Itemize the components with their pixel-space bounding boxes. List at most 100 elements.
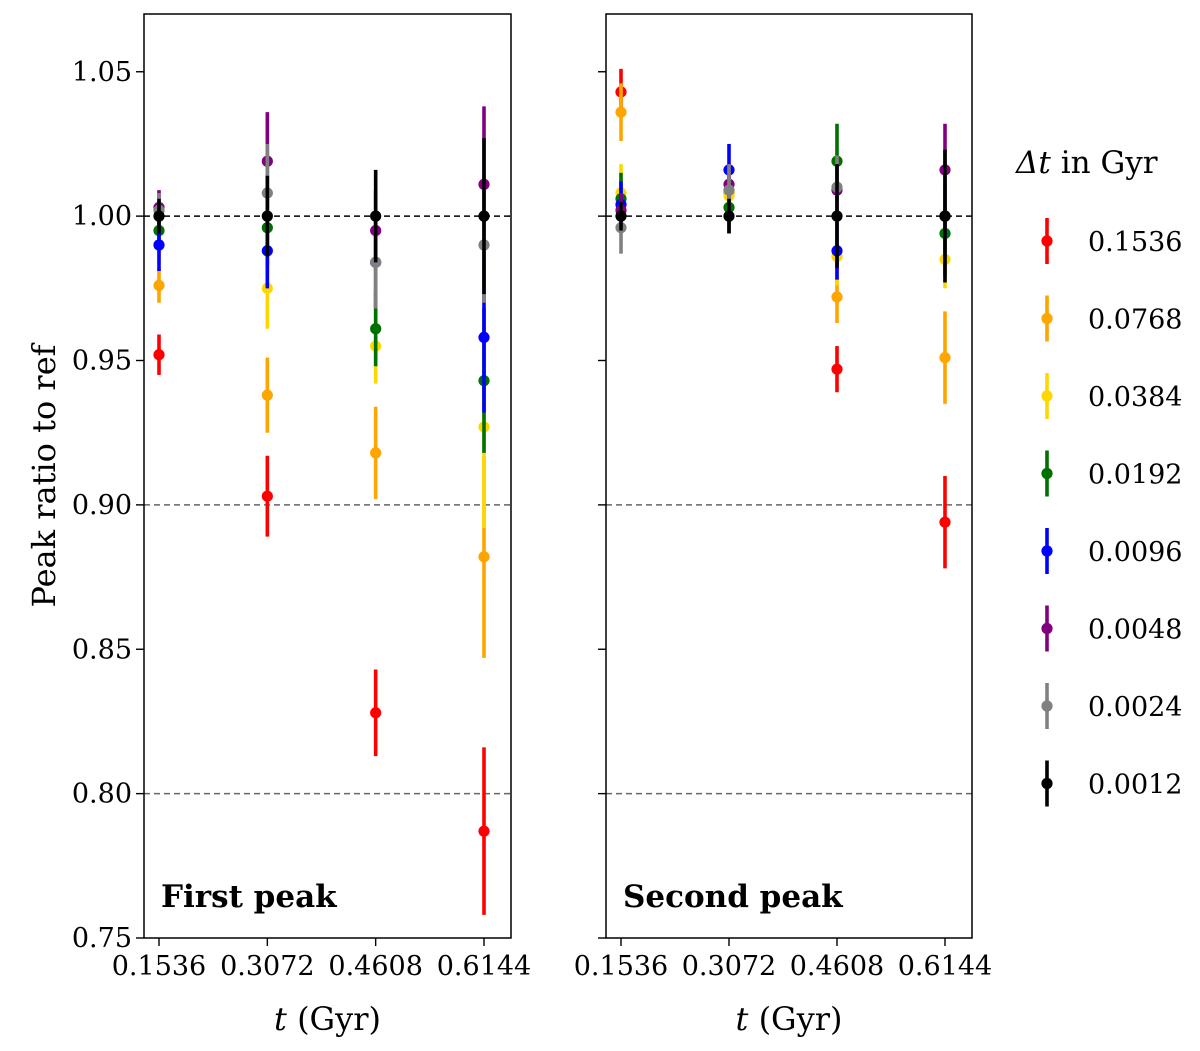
legend: Δt in Gyr 0.1536 0.0768 0.0384 0.0192 0.0096… bbox=[1015, 145, 1182, 807]
x-axis-label: t (Gyr) bbox=[274, 1000, 381, 1038]
legend-marker bbox=[1041, 235, 1053, 247]
legend-marker bbox=[1041, 622, 1053, 635]
legend-label: 0.0384 bbox=[1088, 382, 1182, 413]
y-tick-label: 1.05 bbox=[72, 57, 132, 88]
series-0.0192 bbox=[153, 190, 490, 453]
x-tick-label: 0.3072 bbox=[682, 951, 776, 982]
series-0.0024 bbox=[153, 143, 490, 309]
series-0.0048 bbox=[615, 123, 951, 228]
y-axis-label: Peak ratio to ref bbox=[25, 342, 63, 607]
series-0.0048 bbox=[153, 106, 490, 271]
data-point bbox=[478, 551, 490, 563]
data-point bbox=[261, 490, 273, 502]
series-0.0024 bbox=[615, 155, 951, 274]
y-tick-label: 0.85 bbox=[72, 634, 132, 665]
x-tick-label: 0.1536 bbox=[574, 951, 668, 982]
data-point bbox=[939, 516, 951, 528]
y-tick-label: 0.95 bbox=[72, 346, 132, 377]
legend-label: 0.1536 bbox=[1088, 227, 1182, 258]
legend-marker bbox=[1041, 700, 1053, 712]
data-point bbox=[615, 106, 627, 118]
panel-title: First peak bbox=[161, 879, 338, 915]
y-tick-label: 1.00 bbox=[72, 201, 132, 232]
legend-title-symbol: Δt bbox=[1015, 145, 1051, 181]
panel-1: 0.75 0.80 0.85 0.90 0.95 1.00 1.05 0.1536 0.3072… bbox=[72, 13, 531, 1038]
data-point bbox=[153, 210, 165, 222]
x-axis-label-unit: (Gyr) bbox=[287, 1000, 381, 1038]
series-0.1536 bbox=[615, 68, 951, 569]
legend-title: Δt in Gyr bbox=[1015, 145, 1158, 181]
panel-2: 0.1536 0.3072 0.4608 0.6144 t (Gyr) Second pe… bbox=[574, 13, 992, 1038]
x-axis-label-var: t bbox=[274, 1000, 287, 1038]
series-0.0384 bbox=[615, 164, 951, 289]
series-0.0192 bbox=[615, 123, 951, 277]
legend-items: 0.1536 0.0768 0.0384 0.0192 0.0096 0.0048 0.00… bbox=[1041, 218, 1182, 807]
series-0.1536 bbox=[153, 334, 490, 915]
legend-label: 0.0048 bbox=[1088, 615, 1182, 646]
legend-item-0.0096: 0.0096 bbox=[1041, 528, 1182, 574]
data-point bbox=[153, 349, 165, 361]
legend-label: 0.0024 bbox=[1088, 692, 1182, 723]
x-axis-label: t (Gyr) bbox=[736, 1000, 843, 1038]
series-0.0768 bbox=[153, 268, 490, 658]
data-point bbox=[831, 291, 843, 303]
data-point bbox=[370, 447, 382, 459]
data-point bbox=[261, 210, 273, 222]
x-axis-label-var: t bbox=[736, 1000, 749, 1038]
x-tick-label: 0.1536 bbox=[112, 951, 206, 982]
data-point bbox=[831, 363, 843, 375]
data-point bbox=[370, 707, 382, 719]
legend-label: 0.0012 bbox=[1088, 770, 1182, 801]
y-tick-label: 0.90 bbox=[72, 490, 132, 521]
series-0.0012 bbox=[615, 149, 951, 283]
legend-item-0.0012: 0.0012 bbox=[1041, 760, 1182, 807]
data-point bbox=[153, 239, 165, 251]
data-point bbox=[478, 331, 490, 343]
legend-marker bbox=[1041, 390, 1053, 402]
data-point bbox=[478, 825, 490, 837]
data-point bbox=[939, 210, 951, 222]
legend-marker bbox=[1041, 545, 1053, 557]
x-tick-label: 0.4608 bbox=[328, 951, 422, 982]
legend-item-0.0768: 0.0768 bbox=[1041, 295, 1182, 342]
data-point bbox=[261, 389, 273, 401]
data-point bbox=[370, 210, 382, 222]
legend-item-0.0024: 0.0024 bbox=[1041, 683, 1182, 729]
data-point bbox=[831, 210, 843, 222]
legend-marker bbox=[1041, 312, 1053, 325]
legend-item-0.1536: 0.1536 bbox=[1041, 218, 1182, 264]
legend-label: 0.0096 bbox=[1088, 537, 1182, 568]
y-tick-label: 0.80 bbox=[72, 779, 132, 810]
panel-title: Second peak bbox=[623, 879, 844, 915]
series-0.0384 bbox=[153, 227, 490, 528]
legend-item-0.0192: 0.0192 bbox=[1041, 450, 1182, 497]
legend-item-0.0048: 0.0048 bbox=[1041, 605, 1182, 652]
series-0.0096 bbox=[615, 143, 951, 280]
data-point bbox=[615, 210, 627, 222]
x-tick-label: 0.6144 bbox=[437, 951, 531, 982]
series-0.0768 bbox=[615, 83, 951, 404]
panel-frame bbox=[605, 13, 973, 939]
data-point bbox=[478, 210, 490, 222]
legend-label: 0.0768 bbox=[1088, 305, 1182, 336]
legend-marker bbox=[1041, 467, 1053, 480]
data-point bbox=[939, 352, 951, 364]
data-point bbox=[153, 279, 165, 292]
legend-title-text: in Gyr bbox=[1051, 145, 1158, 181]
x-tick-label: 0.4608 bbox=[790, 951, 884, 982]
panel-frame bbox=[143, 13, 512, 939]
data-point bbox=[723, 210, 735, 222]
data-point bbox=[370, 323, 382, 335]
x-tick-label: 0.3072 bbox=[220, 951, 314, 982]
legend-item-0.0384: 0.0384 bbox=[1041, 373, 1182, 419]
chart-panels: 0.75 0.80 0.85 0.90 0.95 1.00 1.05 0.1536 0.3072… bbox=[72, 13, 992, 1038]
x-tick-label: 0.6144 bbox=[898, 951, 992, 982]
x-axis-label-unit: (Gyr) bbox=[748, 1000, 842, 1038]
legend-marker bbox=[1041, 777, 1053, 790]
series-0.0012 bbox=[153, 138, 490, 295]
data-point bbox=[723, 184, 735, 196]
y-tick-label: 0.75 bbox=[72, 923, 132, 954]
legend-label: 0.0192 bbox=[1088, 460, 1182, 491]
series-0.0096 bbox=[153, 213, 490, 413]
